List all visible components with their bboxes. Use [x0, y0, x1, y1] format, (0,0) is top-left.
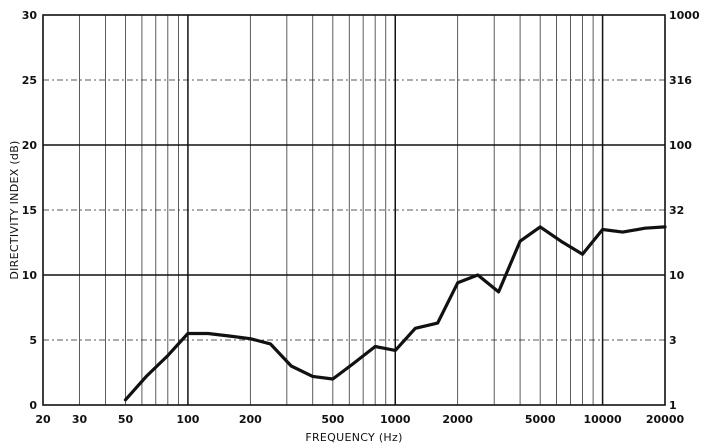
x-tick-label: 1000	[380, 413, 411, 426]
y-tick-label: 25	[22, 74, 37, 87]
y-tick-label: 30	[22, 9, 38, 22]
y2-tick-label: 316	[669, 74, 692, 87]
x-tick-label: 2000	[442, 413, 473, 426]
x-tick-label: 30	[72, 413, 88, 426]
y-tick-label: 15	[22, 204, 37, 217]
plot-frame	[42, 14, 666, 406]
series-line-directivity	[123, 225, 667, 402]
x-tick-label: 10000	[583, 413, 622, 426]
x-tick-label: 5000	[525, 413, 556, 426]
x-tick-label: 20000	[646, 413, 685, 426]
y2-axis-tick-labels: 1 3 10 32 100 316 1000	[669, 9, 700, 412]
y-tick-label: 5	[29, 334, 37, 347]
x-tick-label: 100	[176, 413, 199, 426]
x-tick-label: 50	[118, 413, 134, 426]
y-tick-label: 0	[29, 399, 37, 412]
y2-tick-label: 32	[669, 204, 684, 217]
x-tick-label: 20	[35, 413, 51, 426]
y2-tick-label: 1	[669, 399, 677, 412]
x-axis-title: FREQUENCY (Hz)	[305, 431, 402, 444]
y2-tick-label: 100	[669, 139, 692, 152]
y-axis-tick-labels: 0 5 10 15 20 25 30	[22, 9, 38, 412]
y2-tick-label: 3	[669, 334, 677, 347]
grid-layer	[43, 15, 665, 405]
y-tick-label: 20	[22, 139, 38, 152]
y-axis-title: DIRECTIVITY INDEX (dB)	[8, 140, 21, 279]
x-axis-tick-labels: 20 30 50 100 200 500 1000 2000 5000 10000 20000	[35, 413, 684, 426]
y2-tick-label: 1000	[669, 9, 700, 22]
y2-tick-label: 10	[669, 269, 685, 282]
x-tick-label: 500	[321, 413, 344, 426]
y-tick-label: 10	[22, 269, 38, 282]
x-tick-label: 200	[239, 413, 262, 426]
